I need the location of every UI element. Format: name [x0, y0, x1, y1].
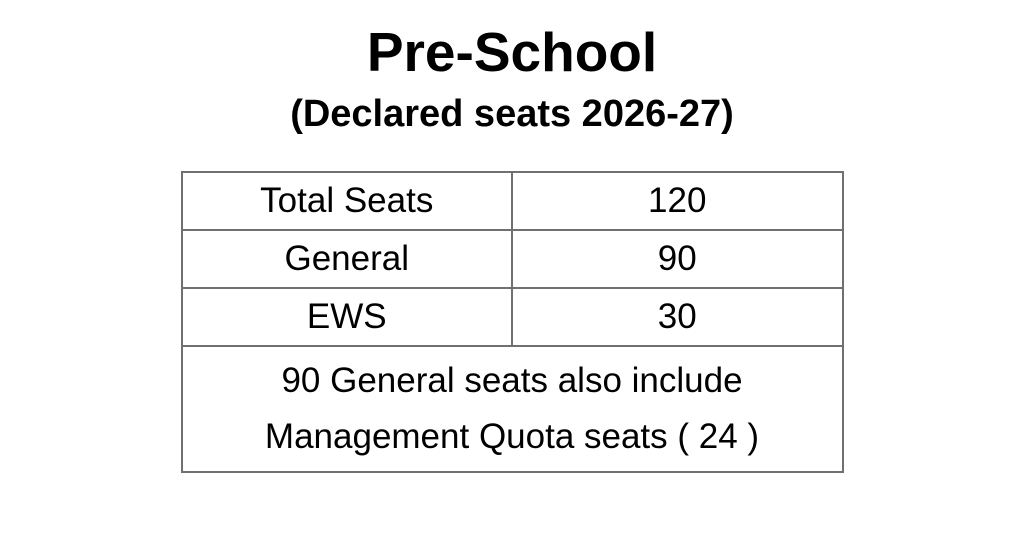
table-row-total-seats: Total Seats 120 [180, 171, 844, 232]
row-value-total-seats: 120 [511, 171, 844, 232]
table-row-ews: EWS 30 [180, 287, 844, 348]
page: Pre-School (Declared seats 2026-27) Tota… [0, 21, 1024, 560]
row-label-total-seats: Total Seats [180, 171, 513, 232]
note-line-1: 90 General seats also include [281, 361, 743, 401]
table-row-general: General 90 [180, 229, 844, 290]
table-note-row: 90 General seats also include Management… [180, 345, 844, 474]
page-title: Pre-School [366, 21, 658, 83]
page-subtitle: (Declared seats 2026-27) [290, 92, 734, 135]
row-label-general: General [180, 229, 513, 290]
note-cell: 90 General seats also include Management… [180, 345, 844, 474]
row-label-ews: EWS [180, 287, 513, 348]
row-value-general: 90 [511, 229, 844, 290]
seats-table: Total Seats 120 General 90 EWS 30 90 Gen… [180, 171, 844, 474]
note-line-2: Management Quota seats ( 24 ) [264, 417, 760, 457]
row-value-ews: 30 [511, 287, 844, 348]
